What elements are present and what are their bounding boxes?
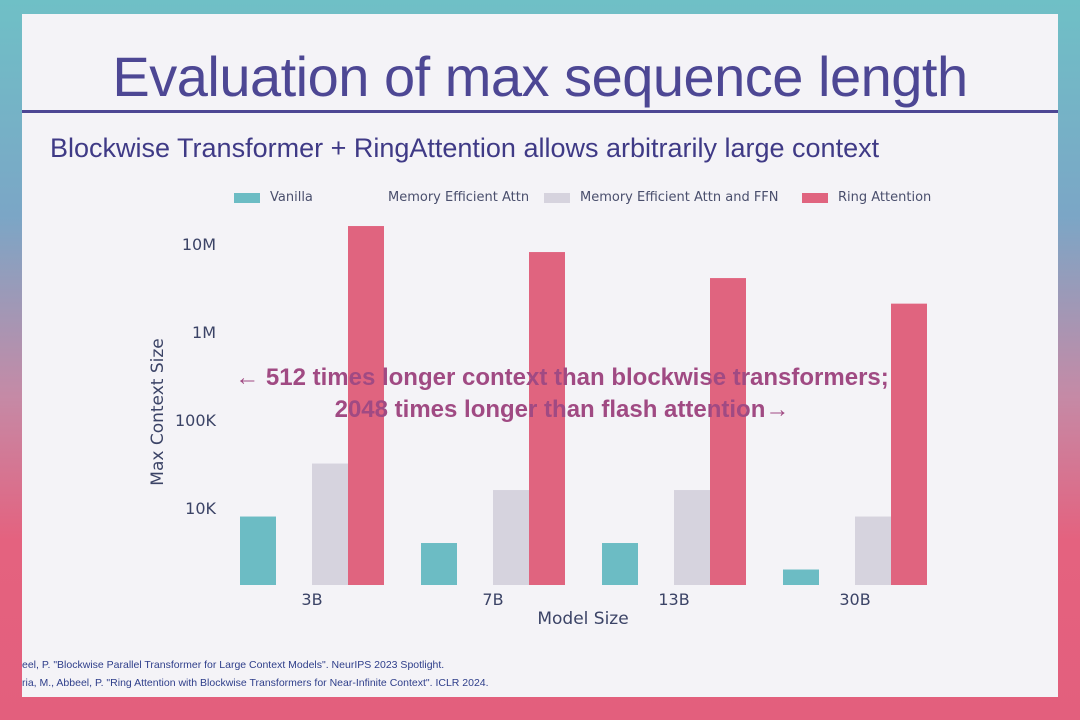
chart-legend: Vanilla Memory Efficient Attn Memory Eff… bbox=[234, 190, 1034, 210]
bars-group bbox=[240, 226, 927, 585]
bar-memory-efficient-attn-and-ffn-3b bbox=[312, 463, 348, 585]
slide: Evaluation of max sequence length Blockw… bbox=[22, 14, 1058, 697]
bar-ring-attention-3b bbox=[348, 226, 384, 585]
legend-swatch-vanilla bbox=[234, 192, 260, 203]
y-axis-label: Max Context Size bbox=[148, 338, 168, 485]
legend-label-vanilla: Vanilla bbox=[270, 190, 313, 205]
legend-swatch-memory-efficient-attn bbox=[352, 192, 378, 203]
legend-swatch-ring-attention bbox=[802, 192, 828, 203]
legend-item-memory-efficient-attn: Memory Efficient Attn bbox=[352, 190, 529, 205]
bar-vanilla-7b bbox=[421, 543, 457, 585]
slide-subtitle: Blockwise Transformer + RingAttention al… bbox=[50, 133, 880, 163]
slide-title: Evaluation of max sequence length bbox=[112, 45, 968, 108]
y-tick-label: 10M bbox=[182, 235, 216, 254]
callout-line-2: 2048 times longer than flash attention→ bbox=[334, 396, 790, 423]
bar-vanilla-30b bbox=[783, 569, 819, 585]
x-tick-label: 30B bbox=[839, 590, 870, 609]
title-divider bbox=[22, 110, 1058, 113]
legend-item-memory-efficient-attn-ffn: Memory Efficient Attn and FFN bbox=[544, 190, 779, 205]
bar-chart: 10K 100K 1M 10M 3B 7B 13B 30B Max Context Size… bbox=[148, 226, 927, 629]
bar-memory-efficient-attn-and-ffn-30b bbox=[855, 516, 891, 585]
x-tick-label: 7B bbox=[482, 590, 503, 609]
x-axis-label: Model Size bbox=[537, 609, 628, 629]
bar-vanilla-13b bbox=[602, 543, 638, 585]
legend-item-vanilla: Vanilla bbox=[234, 190, 313, 205]
y-tick-label: 10K bbox=[185, 499, 216, 518]
y-axis-ticks: 10K 100K 1M 10M bbox=[175, 235, 217, 518]
legend-item-ring-attention: Ring Attention bbox=[802, 190, 931, 205]
x-tick-label: 13B bbox=[658, 590, 689, 609]
legend-swatch-memory-efficient-attn-ffn bbox=[544, 192, 570, 203]
references: eel, P. "Blockwise Parallel Transformer … bbox=[22, 656, 489, 692]
reference-2: ria, M., Abbeel, P. "Ring Attention with… bbox=[22, 677, 489, 689]
bar-ring-attention-7b bbox=[529, 252, 565, 585]
legend-label-ring-attention: Ring Attention bbox=[838, 190, 932, 205]
legend-label-memory-efficient-attn: Memory Efficient Attn bbox=[388, 190, 530, 205]
callout-line-1: ← 512 times longer context than blockwis… bbox=[235, 364, 889, 391]
y-tick-label: 100K bbox=[175, 411, 217, 430]
legend-label-memory-efficient-attn-ffn: Memory Efficient Attn and FFN bbox=[580, 190, 779, 205]
callout-annotation: ← 512 times longer context than blockwis… bbox=[182, 362, 942, 426]
reference-1: eel, P. "Blockwise Parallel Transformer … bbox=[22, 659, 445, 671]
bar-memory-efficient-attn-and-ffn-13b bbox=[674, 490, 710, 585]
bar-vanilla-3b bbox=[240, 516, 276, 585]
bar-ring-attention-13b bbox=[710, 278, 746, 585]
x-axis-ticks: 3B 7B 13B 30B bbox=[301, 590, 870, 609]
y-tick-label: 1M bbox=[192, 323, 216, 342]
x-tick-label: 3B bbox=[301, 590, 322, 609]
bar-memory-efficient-attn-and-ffn-7b bbox=[493, 490, 529, 585]
bar-ring-attention-30b bbox=[891, 303, 927, 585]
